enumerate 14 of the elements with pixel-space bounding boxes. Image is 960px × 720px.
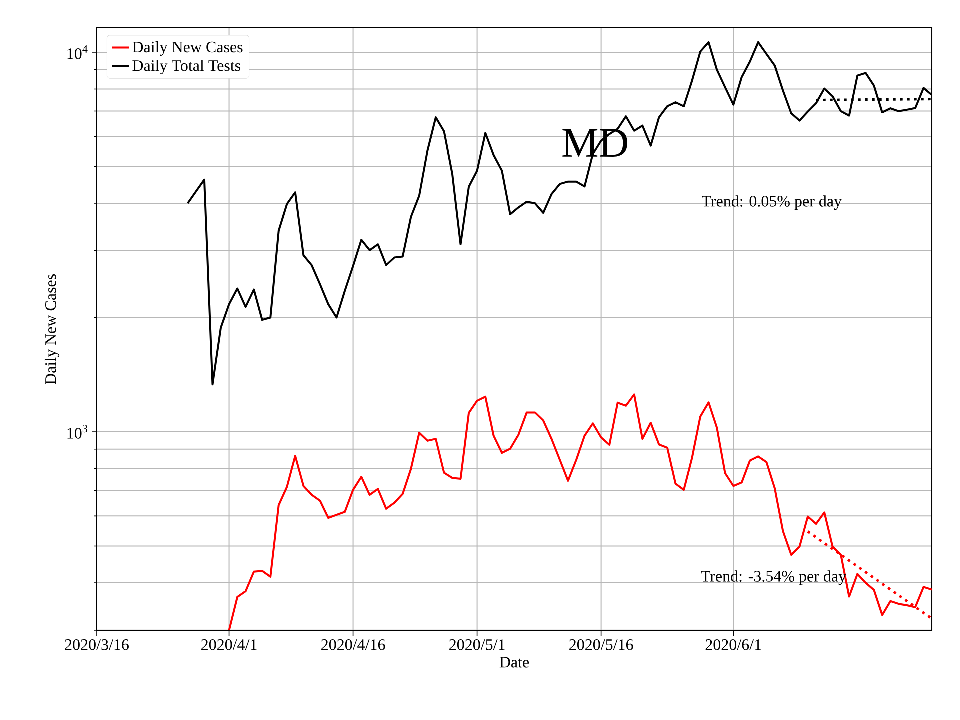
x-tick-label: 2020/4/16 (322, 640, 386, 650)
x-tick-label: 2020/6/1 (706, 640, 762, 650)
legend-label: Daily Total Tests (132, 60, 241, 75)
x-tick-label: 2020/4/1 (202, 640, 257, 650)
x-tick-label: 2020/3/16 (65, 640, 129, 650)
annotation: Trend: 0.05% per day (702, 196, 842, 210)
line-series (228, 394, 932, 631)
legend-label: Daily New Cases (132, 41, 243, 56)
y-tick-label: 10$^{3}$ (68, 425, 88, 439)
x-axis-title: Date (500, 657, 530, 668)
x-tick-label: 2020/5/1 (450, 640, 505, 650)
x-tick-label: 2020/5/16 (570, 640, 634, 650)
y-axis-title: Daily New Cases (44, 274, 60, 385)
y-tick-label: 10$^{4}$ (68, 46, 88, 60)
